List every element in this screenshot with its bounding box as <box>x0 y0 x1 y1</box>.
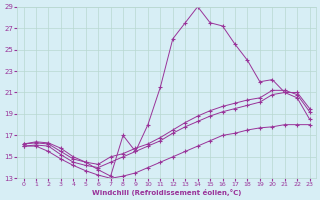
X-axis label: Windchill (Refroidissement éolien,°C): Windchill (Refroidissement éolien,°C) <box>92 189 241 196</box>
